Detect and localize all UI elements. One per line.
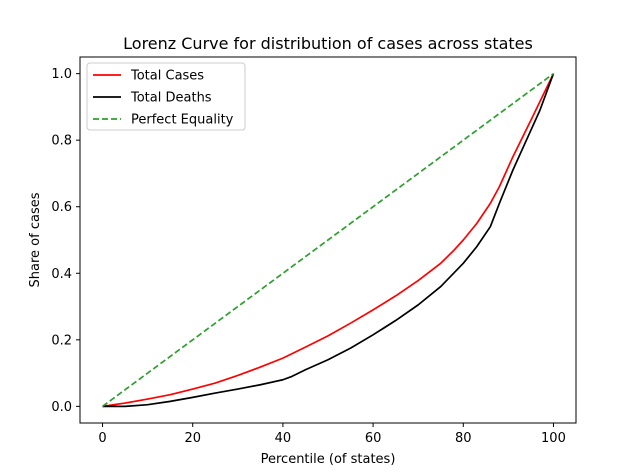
series-line-total-cases bbox=[102, 73, 555, 408]
series-layer bbox=[102, 72, 555, 408]
x-tick-label: 0 bbox=[98, 431, 106, 446]
y-tick-label: 0.4 bbox=[51, 267, 72, 282]
x-tick-label: 80 bbox=[455, 431, 472, 446]
legend-box bbox=[86, 62, 246, 131]
y-tick-label: 1.0 bbox=[51, 67, 72, 82]
series-line-perfect-equality bbox=[102, 72, 554, 408]
y-tick-label: 0.6 bbox=[51, 200, 72, 215]
legend-label-perfect-equality: Perfect Equality bbox=[131, 113, 234, 128]
x-tick-label: 100 bbox=[541, 431, 566, 446]
chart-title: Lorenz Curve for distribution of cases a… bbox=[123, 34, 533, 53]
legend-label-total-deaths: Total Deaths bbox=[130, 91, 212, 106]
series-line-total-deaths bbox=[102, 73, 555, 408]
plot-area bbox=[79, 56, 577, 424]
x-tick-label: 60 bbox=[365, 431, 382, 446]
legend-label-total-cases: Total Cases bbox=[130, 69, 204, 84]
y-tick-label: 0.2 bbox=[51, 333, 72, 348]
x-axis-label: Percentile (of states) bbox=[261, 452, 396, 467]
y-tick-label: 0.8 bbox=[51, 134, 72, 149]
y-axis: 0.0 0.2 0.4 0.6 0.8 1.0 bbox=[51, 67, 80, 415]
y-tick-label: 0.0 bbox=[51, 400, 72, 415]
x-axis: 0 20 40 60 80 100 bbox=[98, 423, 566, 446]
x-tick-label: 20 bbox=[184, 431, 201, 446]
legend: Total Cases Total Deaths Perfect Equality bbox=[86, 62, 246, 131]
plot-frame bbox=[79, 56, 577, 424]
x-tick-label: 40 bbox=[275, 431, 292, 446]
y-axis-label: Share of cases bbox=[28, 192, 43, 287]
